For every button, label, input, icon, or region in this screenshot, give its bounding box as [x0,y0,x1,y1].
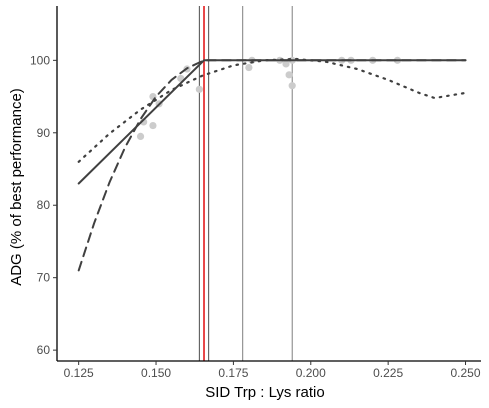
y-tick-label: 80 [37,198,51,212]
data-point-11 [282,60,290,68]
x-tick-label: 0.200 [296,366,326,380]
x-tick-label: 0.125 [64,366,94,380]
y-tick-label: 70 [37,271,51,285]
data-point-13 [288,82,296,90]
x-tick-label: 0.175 [218,366,248,380]
data-point-12 [285,71,293,79]
fit-lines [77,57,467,272]
data-points [136,56,402,141]
reference-lines [198,6,293,361]
x-tick-label: 0.225 [373,366,403,380]
data-point-8 [245,63,253,72]
y-tick-label: 90 [37,126,51,140]
fit-line-solid [77,59,467,185]
x-tick-label: 0.250 [451,366,481,380]
fit-line-dotted [77,57,467,163]
axes [53,6,481,365]
tick-labels: 0.125 0.150 0.175 0.200 0.225 0.250 60 70 80 90 10… [30,53,481,380]
y-axis-title: ADG (% of best performance) [8,88,25,286]
x-axis-title: SID Trp : Lys ratio [205,384,324,401]
data-point-2 [149,121,157,130]
y-tick-label: 100 [30,53,50,67]
x-tick-label: 0.150 [141,366,171,380]
data-point-7 [195,85,203,93]
y-tick-label: 60 [37,343,51,357]
data-point-0 [136,132,145,141]
fit-line-dashed [77,59,467,272]
